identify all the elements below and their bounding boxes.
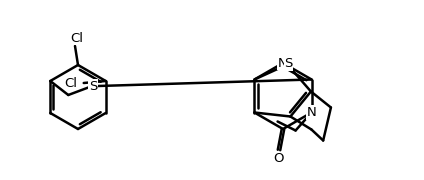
Text: O: O — [274, 152, 284, 165]
Text: S: S — [284, 57, 293, 70]
Text: Cl: Cl — [64, 76, 77, 89]
Text: N: N — [307, 106, 316, 119]
Text: Cl: Cl — [70, 31, 84, 44]
Text: N: N — [278, 57, 288, 69]
Text: S: S — [89, 80, 98, 93]
